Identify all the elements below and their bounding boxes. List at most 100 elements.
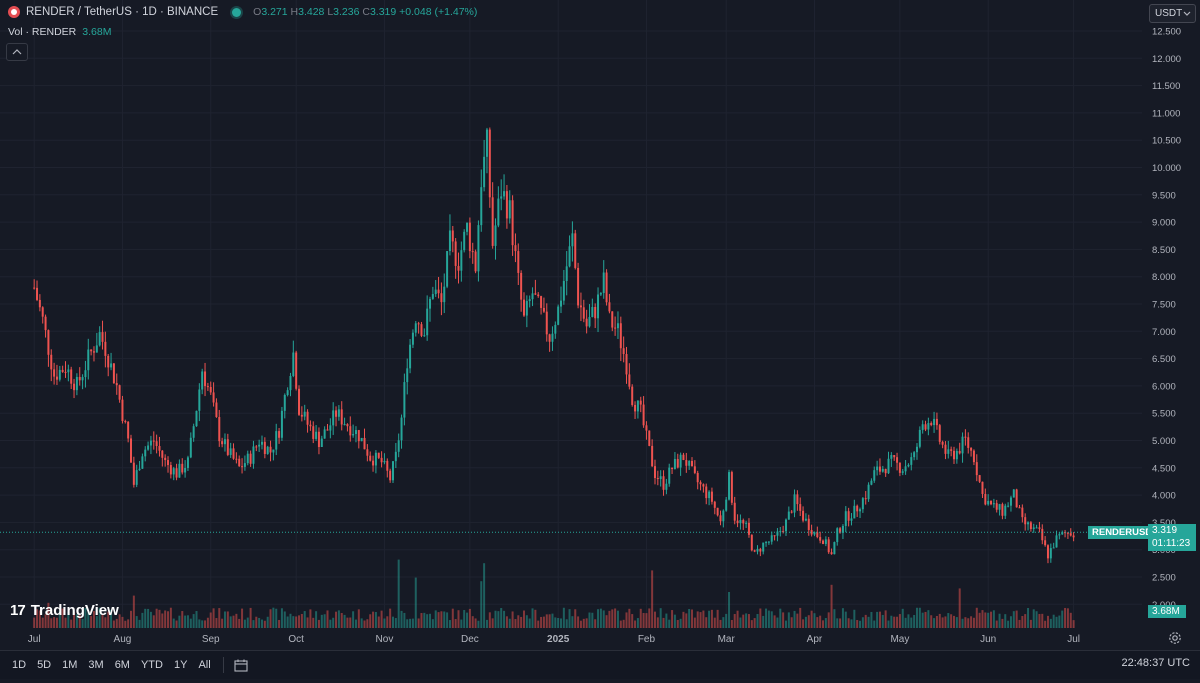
candle-body xyxy=(429,298,432,309)
candle-body xyxy=(671,467,674,470)
candle-body xyxy=(252,446,255,464)
volume-bar xyxy=(363,620,366,628)
volume-bar xyxy=(953,615,956,628)
candle-body xyxy=(1041,528,1044,541)
candle-body xyxy=(127,421,130,439)
volume-bar xyxy=(656,617,659,628)
volume-bar xyxy=(762,615,765,628)
volume-bar xyxy=(192,614,195,628)
candle-body xyxy=(480,187,483,226)
candle-body xyxy=(451,230,454,242)
candle-body xyxy=(1009,497,1012,506)
volume-bar xyxy=(508,618,511,628)
candle-body xyxy=(511,200,514,246)
range-5d-button[interactable]: 5D xyxy=(37,659,52,671)
volume-bar xyxy=(790,617,793,628)
volume-bar xyxy=(44,614,47,628)
candle-body xyxy=(950,449,953,451)
volume-bar xyxy=(181,611,184,628)
volume-bar xyxy=(101,614,104,628)
candle-body xyxy=(417,323,420,325)
volume-bar xyxy=(366,619,369,628)
volume-bar xyxy=(127,619,130,628)
volume-bar xyxy=(309,609,312,628)
candle-body xyxy=(970,447,973,451)
volume-bar xyxy=(827,612,830,628)
volume-bar xyxy=(930,615,933,628)
range-1y-button[interactable]: 1Y xyxy=(173,659,188,671)
volume-bar xyxy=(466,612,469,628)
volume-bar xyxy=(409,618,412,628)
volume-bar xyxy=(599,608,602,628)
volume-bar xyxy=(75,614,78,628)
volume-bar xyxy=(289,613,292,628)
candle-body xyxy=(184,467,187,473)
symbol-title[interactable]: RENDER / TetherUS · 1D · BINANCE xyxy=(26,6,219,18)
volume-bar xyxy=(614,608,617,628)
range-ytd-button[interactable]: YTD xyxy=(140,659,163,671)
volume-bar xyxy=(1058,615,1061,628)
candle-body xyxy=(357,430,360,442)
candle-body xyxy=(890,455,893,459)
volume-bar xyxy=(898,614,901,628)
candle-body xyxy=(625,354,628,375)
price-axis[interactable]: 12.500 12.000 11.500 11.000 10.500 10.000 9.50… xyxy=(1152,27,1181,611)
candle-body xyxy=(765,542,768,544)
price-chart[interactable]: 12.500 12.000 11.500 11.000 10.500 10.000 9.50… xyxy=(0,0,1200,650)
utc-clock[interactable]: 22:48:37 UTC xyxy=(1121,657,1190,669)
candle-body xyxy=(491,197,494,246)
date-range-icon[interactable] xyxy=(234,659,248,672)
volume-bar xyxy=(579,620,582,628)
candle-body xyxy=(201,371,204,390)
time-tick-label: Sep xyxy=(202,634,220,645)
collapse-legend-button[interactable] xyxy=(6,43,28,61)
volume-bar xyxy=(135,616,138,628)
volume-bar xyxy=(915,607,918,628)
candle-body xyxy=(181,463,184,473)
range-all-button[interactable]: All xyxy=(198,659,211,671)
volume-bar xyxy=(867,616,870,628)
range-6m-button[interactable]: 6M xyxy=(114,659,130,671)
candle-body xyxy=(420,324,423,336)
candle-body xyxy=(92,351,95,353)
volume-bar xyxy=(206,617,209,628)
candle-body xyxy=(873,470,876,481)
candle-body xyxy=(443,286,446,303)
volume-bar xyxy=(560,618,563,628)
volume-bar xyxy=(81,619,84,628)
volume-bar xyxy=(374,612,377,628)
currency-select[interactable]: USDT xyxy=(1149,4,1196,23)
render-logo-icon xyxy=(8,6,20,18)
tradingview-logo-icon: 17 xyxy=(10,602,26,619)
price-tick-label: 5.000 xyxy=(1152,436,1176,447)
candle-body xyxy=(790,511,793,513)
volume-bar xyxy=(517,615,520,628)
volume-bar xyxy=(756,613,759,628)
volume-bar xyxy=(389,608,392,628)
candle-body xyxy=(377,452,380,458)
volume-bar xyxy=(972,617,975,628)
candle-body xyxy=(53,369,56,377)
candle-body xyxy=(33,287,36,289)
candle-body xyxy=(938,425,941,442)
candle-body xyxy=(147,445,150,450)
volume-bar xyxy=(1021,616,1024,628)
volume-bar xyxy=(36,609,39,628)
time-axis[interactable]: Jul Aug Sep Oct Nov Dec 2025 Feb Mar Apr May Jun Jul xyxy=(28,634,1080,645)
price-tick-label: 10.000 xyxy=(1152,163,1181,174)
volume-bar xyxy=(634,620,637,628)
range-1d-button[interactable]: 1D xyxy=(12,659,27,671)
range-3m-button[interactable]: 3M xyxy=(88,659,104,671)
candle-body xyxy=(41,307,44,317)
candle-body xyxy=(577,267,580,306)
settings-gear-icon[interactable] xyxy=(1168,631,1182,645)
volume-bar xyxy=(990,611,993,628)
range-1m-button[interactable]: 1M xyxy=(62,659,78,671)
tradingview-logo[interactable]: 17 TradingView xyxy=(10,602,119,619)
volume-bar xyxy=(195,611,198,628)
volume-bar xyxy=(249,607,252,628)
candle-body xyxy=(702,484,705,487)
last-price-value: 3.319 xyxy=(1152,525,1178,536)
candle-body xyxy=(124,421,127,423)
volume-bar xyxy=(671,610,674,628)
